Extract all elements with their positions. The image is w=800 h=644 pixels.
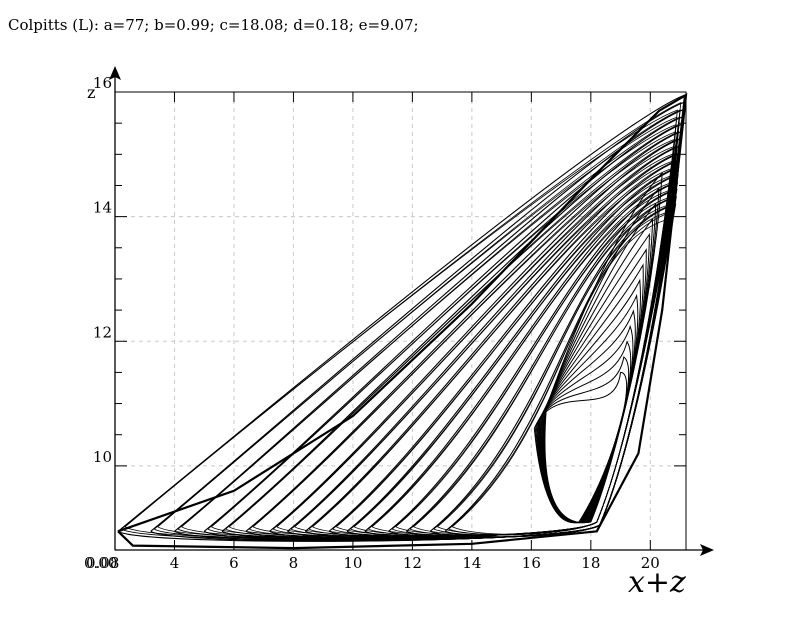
x-tick-label: 12: [403, 554, 422, 572]
y-tick-label: 16: [93, 74, 112, 92]
x-tick-label: 10: [343, 554, 362, 572]
x-tick-label: 14: [462, 554, 481, 572]
y-axis-arrow: [109, 66, 121, 80]
x-tick-label: 6: [229, 554, 239, 572]
trajectory-strand: [391, 189, 675, 537]
trajectory-strand: [228, 138, 676, 539]
x-tick-label: 20: [641, 554, 660, 572]
trajectory-inner: [537, 309, 636, 524]
trajectory-strand: [154, 109, 681, 540]
trajectory-strand: [371, 189, 672, 536]
x-tick-label: 8: [289, 554, 299, 572]
x-axis-arrow: [700, 544, 714, 556]
y-axis-label: z: [87, 83, 95, 102]
trajectory-strand: [433, 203, 674, 536]
x-axis-label: x+z: [628, 565, 686, 600]
x-tick-label: 4: [170, 554, 180, 572]
y-tick-label: 12: [93, 323, 112, 341]
trajectory-strand: [252, 145, 675, 538]
origin-label: 0.00: [84, 554, 117, 572]
axes-group: [109, 66, 714, 556]
trajectory-strand: [451, 218, 669, 535]
trajectory-loop: [444, 203, 677, 538]
trajectory-group: [117, 93, 688, 550]
x-tick-label: 16: [522, 554, 541, 572]
chart-title: Colpitts (L): a=77; b=0.99; c=18.08; d=0…: [8, 16, 419, 34]
y-tick-label: 14: [93, 199, 112, 217]
trajectory-inner: [544, 171, 663, 524]
origin-label: 0.08: [86, 554, 119, 572]
y-tick-label: 10: [93, 448, 112, 466]
trajectory-loop: [346, 166, 680, 539]
ticks-group: 4 6 8 10 12 14 16 18 20 10 12 14 16 0.000.08: [84, 74, 686, 572]
x-tick-label: 18: [581, 554, 600, 572]
